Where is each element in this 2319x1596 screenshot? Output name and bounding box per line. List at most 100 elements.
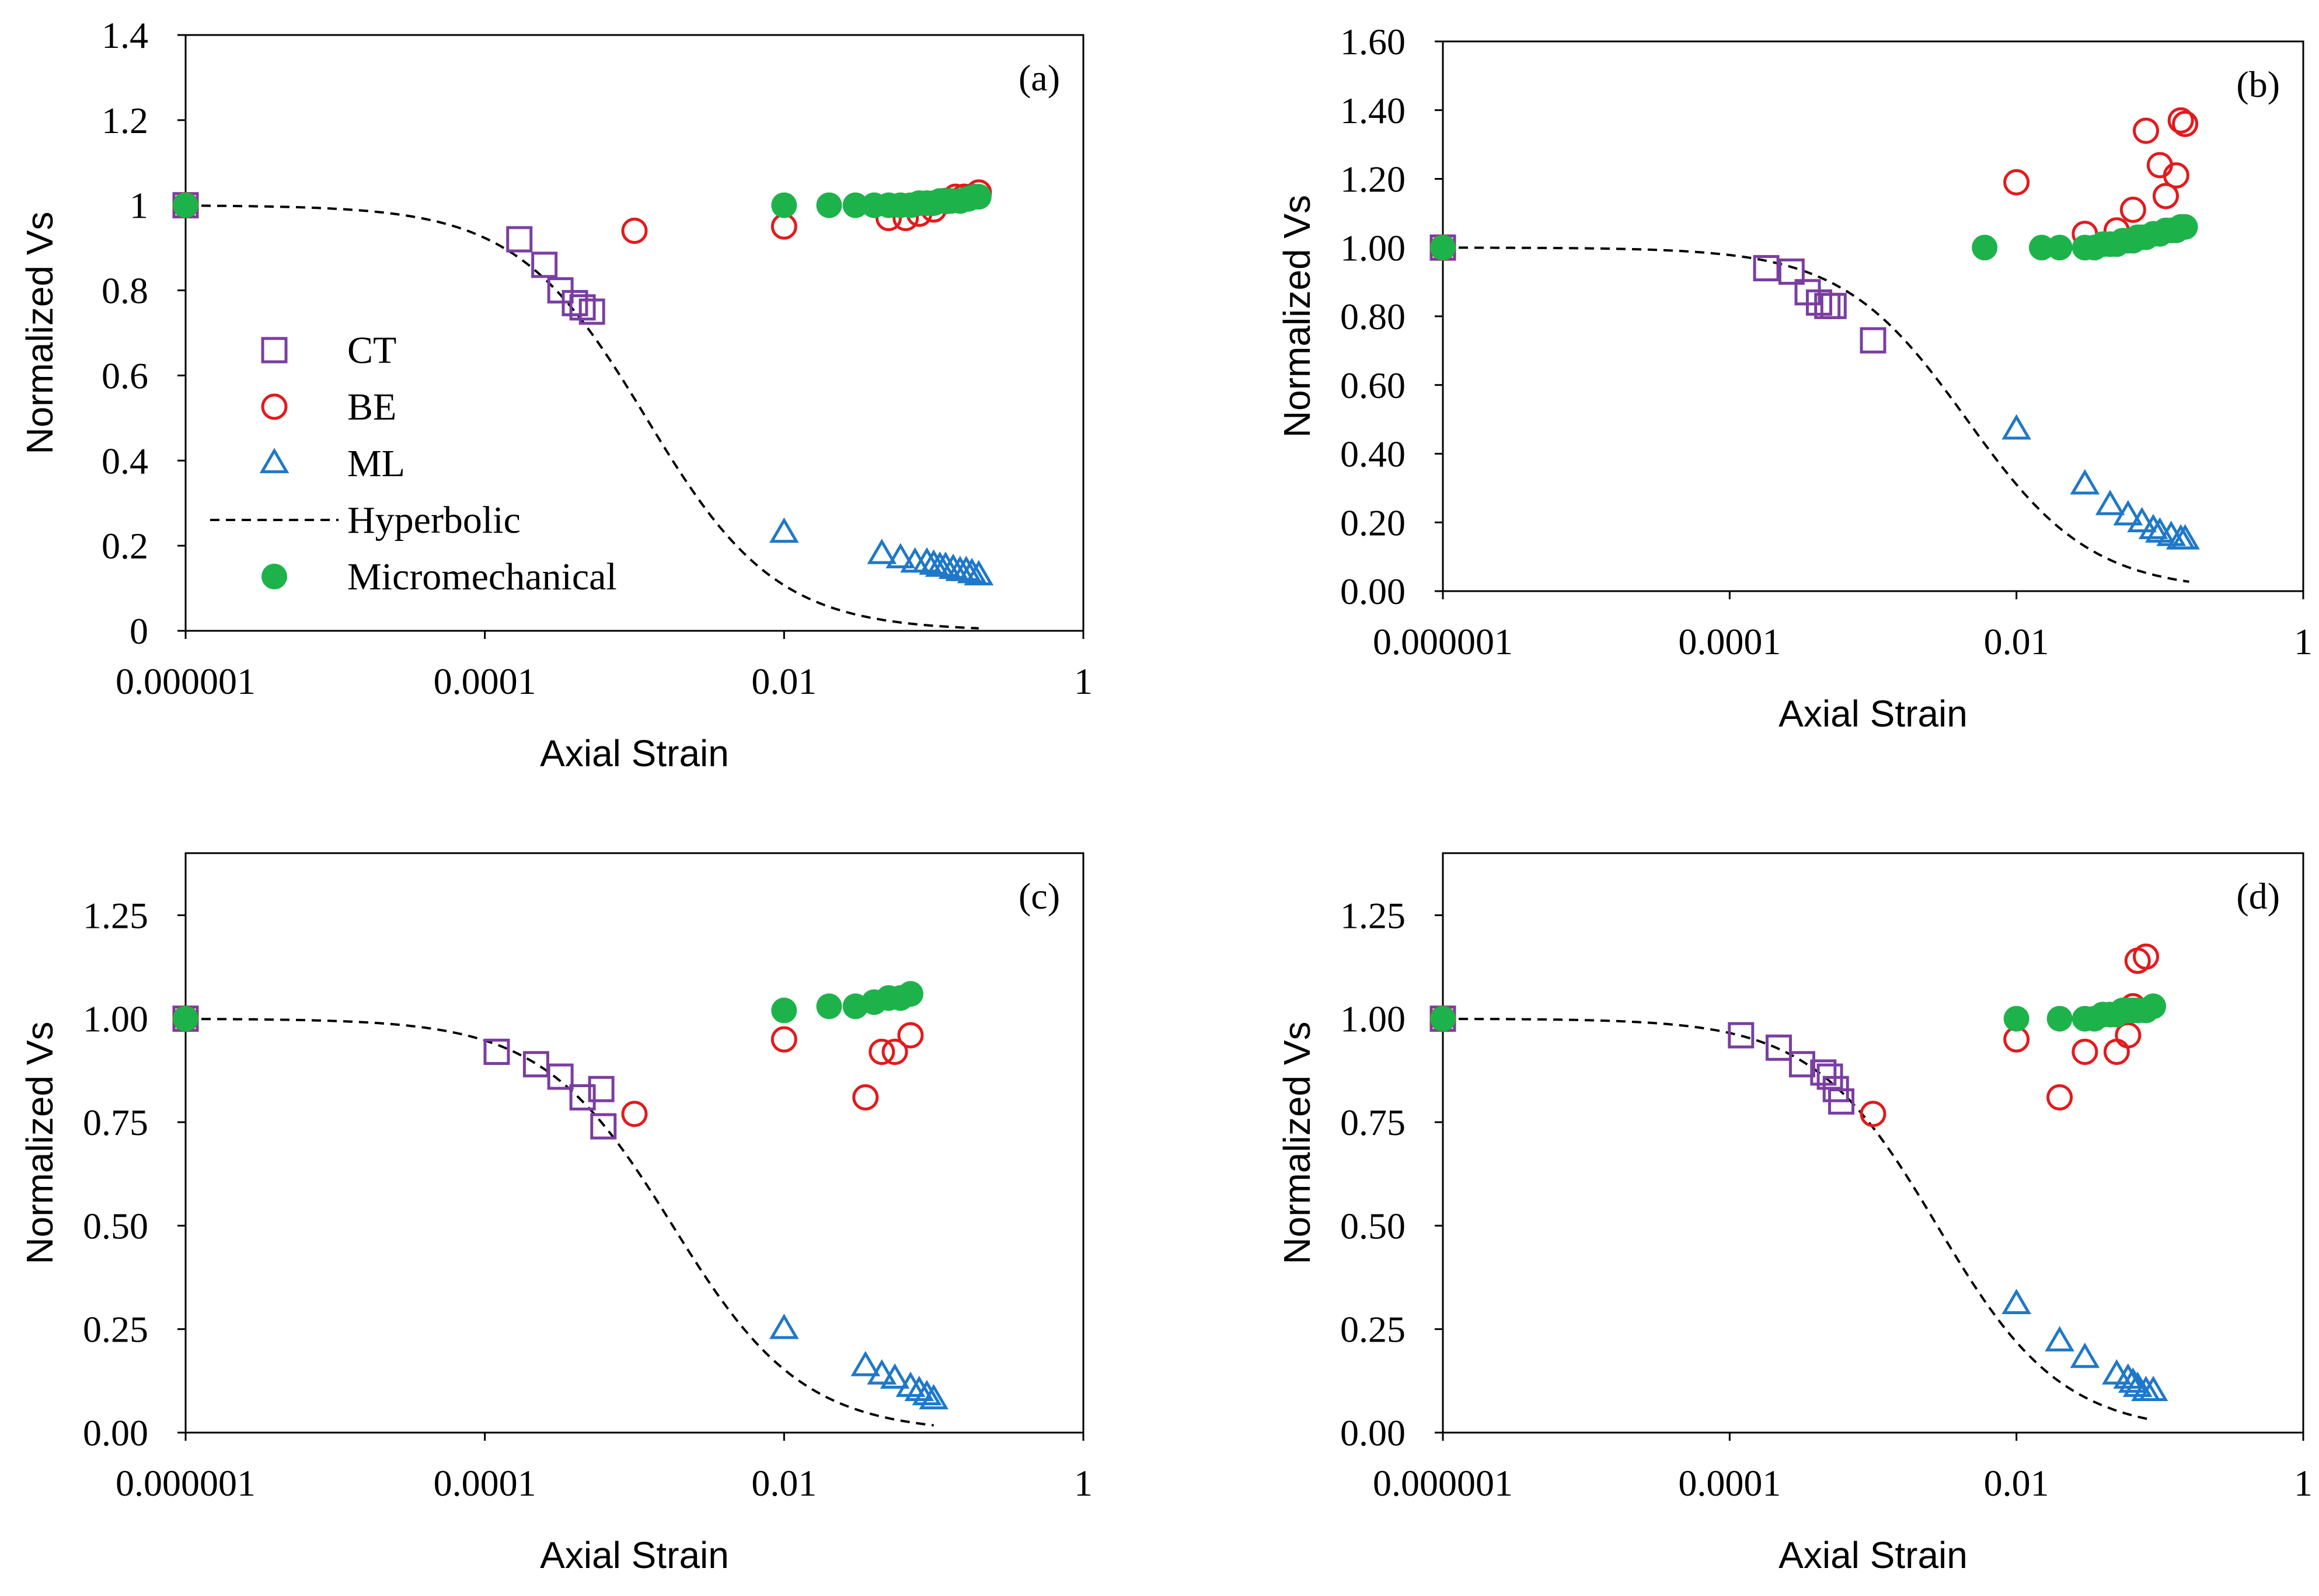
y-tick-label: 1.25 bbox=[83, 895, 148, 936]
micromechanical-point bbox=[173, 192, 198, 218]
be-point bbox=[2172, 110, 2199, 137]
ml-point bbox=[2118, 1367, 2148, 1393]
ml-point bbox=[2113, 500, 2143, 526]
y-axis-label: Normalized Vs bbox=[19, 211, 61, 454]
y-axis-label: Normalized Vs bbox=[1276, 195, 1318, 438]
be-point bbox=[2046, 1084, 2073, 1110]
ml-point bbox=[2113, 1363, 2143, 1389]
ml-point bbox=[2070, 469, 2100, 495]
series-micromechanical bbox=[1430, 214, 2198, 261]
hyperbolic-curve bbox=[186, 1018, 934, 1427]
legend-label-micromechanical: Micromechanical bbox=[347, 556, 617, 598]
plot-frame bbox=[184, 34, 1084, 632]
ml-point bbox=[912, 547, 942, 573]
y-tick-label: 0.60 bbox=[1340, 365, 1406, 406]
ct-point bbox=[1828, 1088, 1854, 1115]
chart-panel-a: 0 0.2 0.4 0.6 0.8 1 1.2 1.4 0.000001 0.0001 0.01 1 A… bbox=[19, 15, 1093, 774]
x-tick-label: 0.000001 bbox=[1373, 621, 1513, 662]
micromechanical-point bbox=[1972, 235, 1998, 261]
x-tick-label: 0.000001 bbox=[116, 1462, 256, 1504]
ml-point bbox=[919, 1384, 949, 1410]
ct-point bbox=[1820, 292, 1847, 319]
ct-point bbox=[531, 252, 558, 278]
y-tick-label: 1.00 bbox=[83, 998, 148, 1040]
be-point bbox=[770, 1026, 797, 1053]
series-ml bbox=[769, 1314, 949, 1410]
series-ct bbox=[1429, 234, 1886, 354]
y-tick-label: 0.25 bbox=[1340, 1309, 1406, 1350]
y-tick-label: 0.4 bbox=[102, 440, 148, 481]
chart-panel-b: 0.00 0.20 0.40 0.60 0.80 1.00 1.20 1.40 1.60 0.00… bbox=[1276, 21, 2313, 735]
ct-point bbox=[590, 1113, 617, 1140]
panel-label: (d) bbox=[2236, 875, 2280, 917]
be-point bbox=[881, 1038, 908, 1065]
panel-label: (c) bbox=[1019, 875, 1060, 917]
x-tick-label: 0.0001 bbox=[1678, 621, 1781, 662]
ml-point bbox=[2127, 507, 2157, 533]
be-point bbox=[2115, 1022, 2142, 1049]
x-tick-label: 1 bbox=[1074, 1462, 1093, 1504]
ct-point bbox=[562, 289, 588, 316]
micromechanical-point bbox=[771, 192, 797, 218]
y-tick-label: 1.4 bbox=[102, 15, 148, 56]
ml-point bbox=[769, 1314, 799, 1339]
y-axis-label: Normalized Vs bbox=[1276, 1021, 1318, 1264]
chart-panel-c: 0.00 0.25 0.50 0.75 1.00 1.25 0.000001 0.0001 0.… bbox=[19, 852, 1093, 1576]
series-ml bbox=[2001, 1288, 2168, 1401]
y-tick-label: 0.20 bbox=[1340, 502, 1406, 543]
legend-ct-swatch bbox=[261, 337, 288, 364]
micromechanical-point bbox=[2046, 1005, 2073, 1032]
x-tick-label: 0.01 bbox=[1984, 621, 2049, 662]
series-ct bbox=[172, 1005, 617, 1140]
micromechanical-point bbox=[2172, 214, 2198, 240]
ct-point bbox=[483, 1038, 510, 1065]
x-tick-label: 1 bbox=[2294, 1462, 2313, 1504]
be-point bbox=[869, 1038, 895, 1065]
micromechanical-point bbox=[2028, 235, 2055, 261]
ml-point bbox=[957, 557, 987, 584]
micromechanical-point bbox=[2046, 235, 2073, 261]
ml-point bbox=[930, 551, 961, 577]
micromechanical-point bbox=[965, 184, 992, 210]
y-tick-label: 0.80 bbox=[1340, 296, 1406, 337]
legend-label-ct: CT bbox=[347, 329, 396, 372]
x-tick-label: 1 bbox=[2294, 621, 2313, 662]
be-point bbox=[2133, 117, 2160, 144]
y-tick-label: 0.75 bbox=[83, 1102, 148, 1143]
be-point bbox=[621, 1101, 648, 1127]
y-tick-label: 0.00 bbox=[83, 1412, 148, 1454]
y-tick-label: 0.25 bbox=[83, 1309, 148, 1350]
ml-point bbox=[2138, 514, 2168, 539]
ml-point bbox=[867, 1359, 897, 1385]
y-tick-label: 1.60 bbox=[1340, 21, 1406, 62]
legend-be-swatch bbox=[261, 393, 288, 420]
y-tick-label: 0.00 bbox=[1340, 571, 1406, 612]
hyperbolic-curve bbox=[1443, 1018, 2150, 1421]
ct-point bbox=[569, 1084, 596, 1110]
legend-micromechanical-swatch bbox=[261, 564, 287, 589]
x-axis-label: Axial Strain bbox=[1779, 693, 1968, 735]
x-tick-label: 0.0001 bbox=[1678, 1462, 1781, 1504]
ml-point bbox=[2070, 1342, 2100, 1368]
be-point bbox=[852, 1084, 879, 1110]
ct-point bbox=[1860, 327, 1886, 354]
y-axis-label: Normalized Vs bbox=[19, 1021, 61, 1264]
y-tick-label: 0.2 bbox=[102, 525, 148, 567]
ml-point bbox=[850, 1350, 881, 1377]
micromechanical-point bbox=[1430, 1005, 1456, 1032]
x-tick-label: 0.000001 bbox=[1373, 1462, 1513, 1504]
series-ml bbox=[769, 517, 994, 586]
y-tick-label: 1.00 bbox=[1340, 998, 1406, 1040]
y-tick-label: 1.00 bbox=[1340, 227, 1406, 268]
y-tick-label: 0.75 bbox=[1340, 1102, 1406, 1143]
ct-point bbox=[588, 1075, 615, 1102]
series-micromechanical bbox=[173, 184, 992, 218]
ml-point bbox=[938, 553, 968, 579]
y-tick-label: 0.8 bbox=[102, 270, 148, 312]
panel-label: (a) bbox=[1019, 57, 1060, 99]
micromechanical-point bbox=[842, 192, 869, 218]
ct-point bbox=[506, 226, 533, 253]
ml-point bbox=[904, 1375, 934, 1401]
x-axis-label: Axial Strain bbox=[1779, 1534, 1968, 1576]
ml-point bbox=[2095, 490, 2125, 515]
